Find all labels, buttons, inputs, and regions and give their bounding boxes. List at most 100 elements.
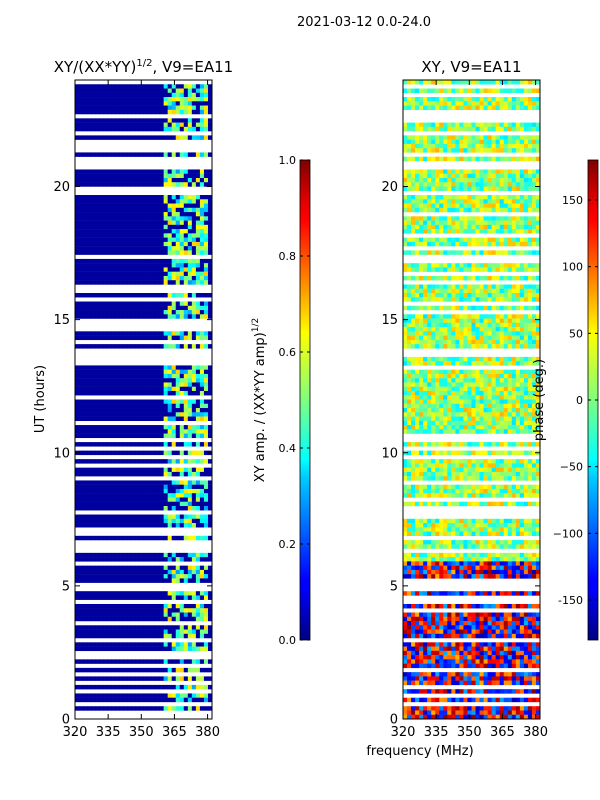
panel1-cell — [123, 314, 128, 319]
panel1-cell — [91, 642, 96, 647]
panel1-cell — [111, 169, 116, 174]
panel1-cell — [83, 84, 88, 89]
panel1-cell — [159, 335, 165, 341]
panel2-cell — [451, 88, 456, 93]
panel2-cell — [531, 80, 537, 85]
panel1-cell — [183, 697, 189, 703]
panel1-cell — [107, 335, 112, 341]
panel1-cell — [147, 625, 152, 630]
panel1-cell — [83, 344, 88, 349]
panel1-cell — [163, 493, 169, 498]
panel1-cell — [115, 676, 120, 681]
panel2-cell — [487, 224, 493, 230]
panel1-cell — [187, 152, 193, 157]
panel1-cell — [187, 212, 193, 217]
panel1-cell — [139, 224, 144, 230]
panel2-cell — [423, 195, 428, 200]
panel2-cell — [459, 229, 464, 234]
panel2-cell — [483, 220, 489, 226]
panel2-cell — [471, 216, 476, 221]
panel1-cell — [187, 216, 193, 221]
panel1-cell — [191, 182, 197, 187]
panel1-cell — [103, 382, 108, 387]
panel1-cell — [131, 378, 136, 383]
panel1-cell — [107, 697, 112, 703]
panel2-cell — [499, 156, 505, 162]
panel2-cell — [483, 314, 489, 319]
panel1-cell — [171, 535, 177, 541]
panel1-cell — [147, 118, 152, 123]
panel1-cell — [147, 591, 152, 596]
panel1-cell — [147, 203, 152, 208]
panel1-cell — [159, 608, 165, 613]
panel2-cell — [523, 237, 529, 243]
panel1-cell — [175, 258, 181, 264]
panel1-cell — [91, 344, 96, 349]
panel1-cell — [183, 506, 189, 511]
panel1-cell — [75, 293, 80, 298]
panel2-cell — [491, 250, 497, 255]
panel2-cell — [423, 284, 428, 289]
panel1-cell — [131, 706, 136, 711]
panel1-cell — [75, 97, 80, 102]
panel1-cell — [183, 484, 189, 490]
panel1-cell — [171, 565, 177, 571]
panel1-cell — [171, 378, 177, 383]
panel1-cell — [135, 557, 140, 562]
panel2-cell — [463, 250, 468, 255]
panel1-cell — [79, 224, 84, 230]
panel1-cell — [83, 216, 88, 221]
panel2-cell — [515, 186, 521, 191]
panel1-cell — [111, 237, 116, 243]
panel1-cell — [163, 84, 169, 89]
panel1-cell — [119, 578, 124, 583]
panel2-cell — [507, 182, 513, 187]
panel1-cell — [179, 565, 185, 571]
panel2-cell — [435, 207, 440, 213]
panel1-cell — [103, 229, 108, 234]
panel2-cell — [415, 169, 420, 174]
panel1-cell — [171, 416, 177, 421]
panel2-cell — [423, 186, 428, 191]
panel1-cell — [199, 578, 205, 583]
panel1-cell — [91, 233, 96, 238]
panel1-cell — [103, 173, 108, 179]
panel1-cell — [195, 92, 201, 98]
panel2-cell — [491, 203, 497, 208]
panel2-cell — [503, 195, 509, 200]
panel2-cell — [483, 284, 489, 289]
panel1-cell — [111, 480, 116, 485]
panel2-cell — [447, 203, 452, 208]
panel1-cell — [187, 506, 193, 511]
panel2-cell — [443, 327, 448, 332]
panel1-cell — [155, 416, 161, 421]
panel1-cell — [191, 378, 197, 383]
panel1-cell — [195, 169, 201, 174]
panel1-cell — [103, 433, 108, 439]
panel1-cell — [203, 199, 209, 204]
panel1-cell — [171, 667, 177, 673]
panel1-cell — [75, 203, 80, 208]
panel1-cell — [103, 633, 108, 639]
panel2-cell — [491, 305, 497, 311]
panel1-cell — [75, 310, 80, 315]
panel1-cell — [155, 480, 161, 485]
panel1-cell — [175, 557, 181, 562]
panel1-cell — [75, 233, 80, 238]
panel2-cell — [435, 80, 440, 85]
y-tick-label: 20 — [53, 180, 70, 195]
panel1-cell — [111, 280, 116, 285]
panel2-cell — [515, 263, 521, 268]
panel1-cell — [139, 97, 144, 102]
panel1-cell — [135, 335, 140, 341]
panel1-cell — [187, 135, 193, 140]
panel1-cell — [163, 152, 169, 157]
panel1-cell — [135, 484, 140, 490]
panel2-cell — [495, 250, 501, 255]
panel1-cell — [151, 293, 156, 298]
panel1-cell — [123, 693, 128, 698]
panel2-cell — [483, 173, 489, 179]
panel1-cell — [99, 263, 104, 268]
panel1-cell — [187, 280, 193, 285]
panel1-cell — [123, 706, 128, 711]
